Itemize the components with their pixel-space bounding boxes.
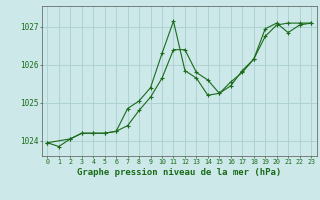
X-axis label: Graphe pression niveau de la mer (hPa): Graphe pression niveau de la mer (hPa) <box>77 168 281 177</box>
